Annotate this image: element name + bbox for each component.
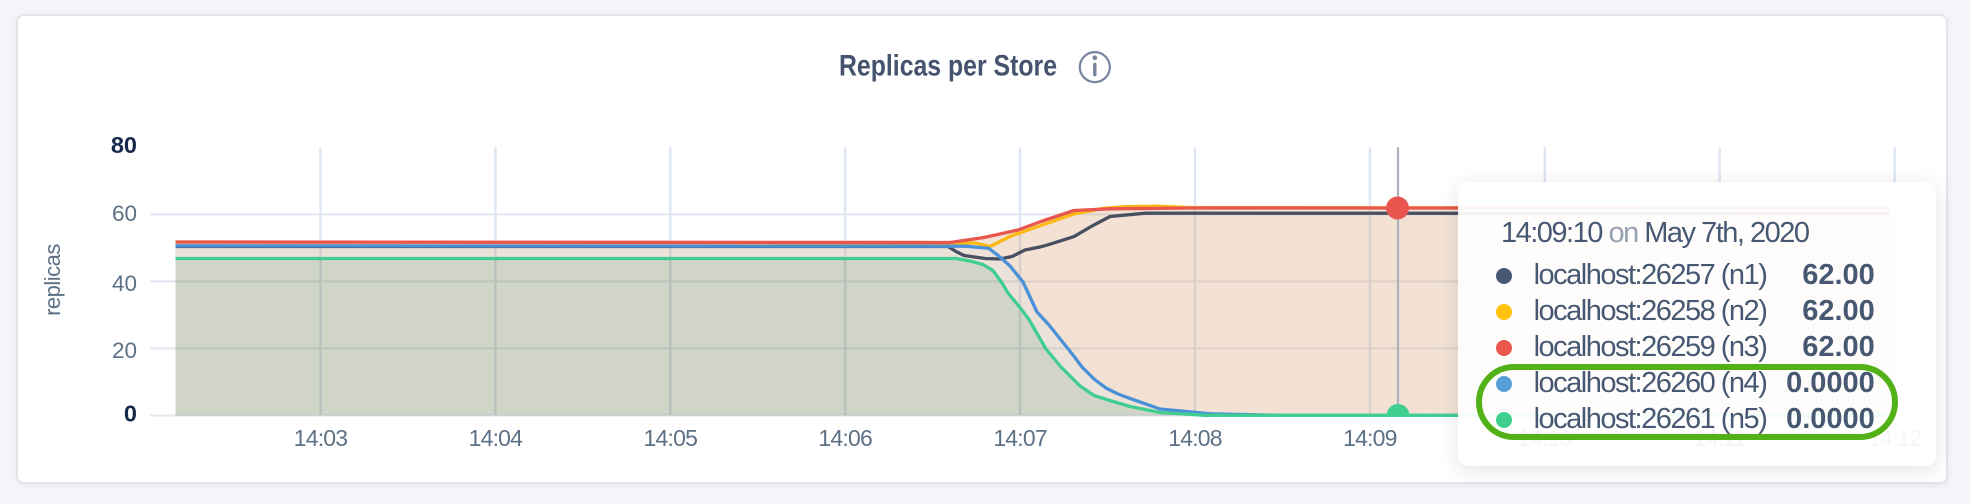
svg-text:80: 80: [111, 132, 137, 158]
svg-text:14:09: 14:09: [1343, 425, 1397, 451]
svg-text:20: 20: [112, 338, 137, 363]
svg-text:14:07: 14:07: [993, 425, 1047, 451]
svg-text:Replicas per Store: Replicas per Store: [839, 50, 1057, 83]
svg-text:14:08: 14:08: [1168, 425, 1222, 451]
svg-text:replicas: replicas: [40, 244, 65, 316]
svg-text:60: 60: [112, 201, 137, 226]
svg-text:0: 0: [124, 401, 137, 427]
svg-text:14:04: 14:04: [469, 425, 524, 451]
svg-text:14:05: 14:05: [644, 425, 698, 451]
svg-text:40: 40: [112, 271, 137, 296]
svg-text:14:06: 14:06: [818, 425, 872, 451]
svg-text:14:03: 14:03: [294, 425, 348, 451]
